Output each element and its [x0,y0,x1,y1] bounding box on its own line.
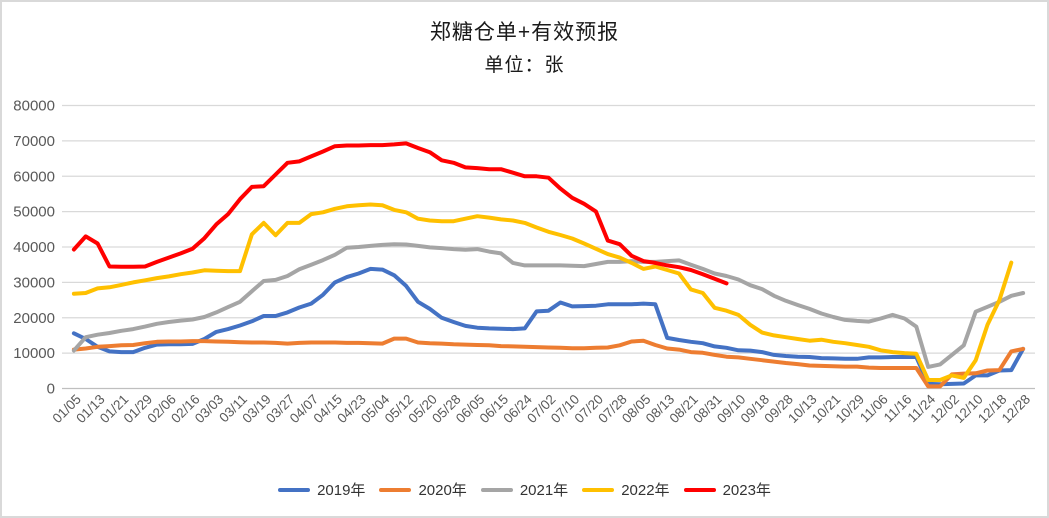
legend-item-2021年: 2021年 [480,479,569,500]
series-line-2023年 [71,141,729,286]
legend-label: 2021年 [519,482,569,499]
series-line-2019年 [71,266,1026,387]
legend: 2019年 2020年 2021年 2022年 2023年 [2,479,1047,500]
y-tick-label: 10000 [13,345,55,362]
series-line-2022年 [71,202,1014,382]
legend-marker [480,487,513,492]
y-tick-label: 80000 [13,98,55,115]
legend-item-2020年: 2020年 [379,479,467,500]
legend-item-2019年: 2019年 [278,479,365,500]
legend-label: 2019年 [317,482,366,499]
y-tick-label: 30000 [13,274,55,291]
y-tick-label: 50000 [13,204,55,221]
y-tick-label: 70000 [13,133,55,150]
legend-marker [278,487,311,492]
legend-marker [582,487,615,492]
chart-title: 郑糖仓单+有效预报 [429,21,620,44]
series-line-2021年 [71,242,1026,369]
legend-marker [683,487,716,492]
legend-label: 2022年 [621,482,670,499]
legend-label: 2020年 [418,482,467,499]
legend-item-2022年: 2022年 [582,479,670,500]
y-tick-label: 0 [47,381,55,398]
legend-item-2023年: 2023年 [683,479,771,500]
series-line-2020年 [71,336,1026,389]
chart-subtitle: 单位：张 [484,55,565,76]
legend-label: 2023年 [722,482,771,499]
y-tick-label: 40000 [13,239,55,256]
y-tick-label: 60000 [13,168,55,185]
legend-marker [379,487,412,492]
y-tick-label: 20000 [13,310,55,327]
